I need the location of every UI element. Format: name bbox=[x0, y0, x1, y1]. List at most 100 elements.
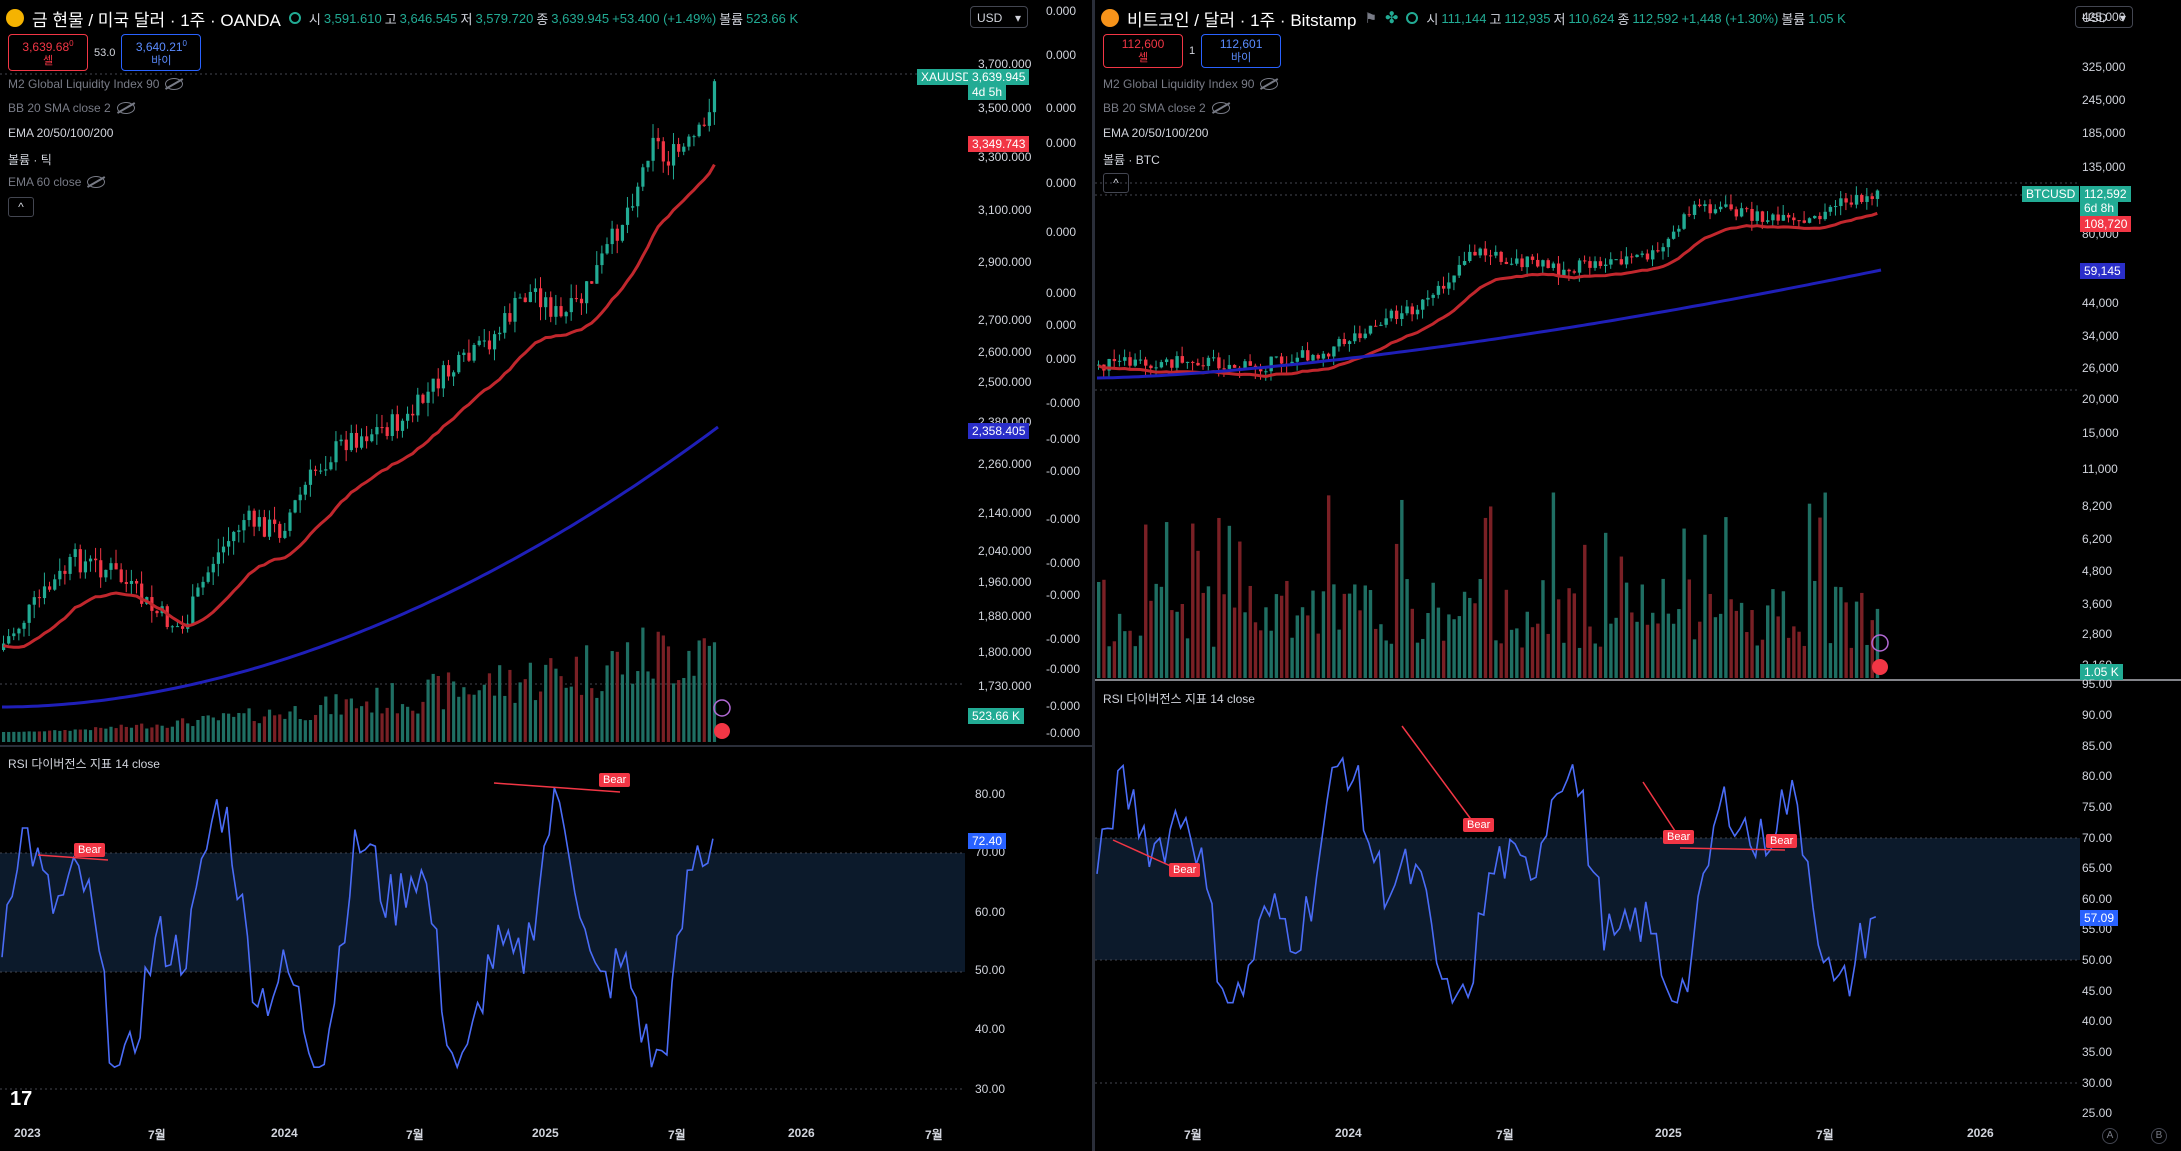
candle-body bbox=[1703, 204, 1707, 207]
legend-m2[interactable]: M2 Global Liquidity Index 90 bbox=[1103, 77, 1279, 91]
candle-body bbox=[216, 552, 220, 564]
btc-sell-button[interactable]: 112,600 셀 bbox=[1103, 34, 1183, 68]
volume-bar bbox=[1436, 607, 1441, 678]
pane-divider[interactable] bbox=[1092, 0, 1095, 1151]
gold-rsi-title[interactable]: RSI 다이버전스 지표 14 close bbox=[8, 757, 160, 771]
btc-currency-select[interactable]: USD bbox=[2075, 6, 2133, 29]
hidden-eye-icon[interactable] bbox=[1211, 102, 1230, 114]
secondary-axis-label: 0.000 bbox=[1046, 318, 1077, 332]
volume-bar bbox=[140, 723, 144, 742]
volume-bar bbox=[1400, 499, 1404, 678]
volume-bar bbox=[1530, 627, 1535, 678]
rsi-axis-label: 65.00 bbox=[2082, 861, 2113, 875]
hidden-eye-icon[interactable] bbox=[87, 176, 106, 188]
candle-body bbox=[1311, 354, 1315, 361]
rsi-line bbox=[1, 787, 714, 1070]
legend-ema[interactable]: EMA 20/50/100/200 bbox=[1103, 126, 1209, 140]
btc-chart-canvas[interactable] bbox=[1095, 0, 2181, 1151]
flag-icon[interactable]: ⚑ bbox=[1364, 9, 1378, 26]
candle-body bbox=[1729, 204, 1733, 210]
volume-bar bbox=[68, 730, 72, 742]
gold-symbol-title[interactable]: 금 현물 / 미국 달러 · 1주 · OANDA bbox=[32, 10, 281, 30]
btc-buy-button[interactable]: 112,601 바이 bbox=[1201, 34, 1282, 68]
volume-bar bbox=[1431, 582, 1435, 678]
candle-body bbox=[1786, 214, 1791, 218]
candle-body bbox=[1133, 359, 1137, 366]
volume-bar bbox=[1384, 640, 1388, 678]
candle-body bbox=[1572, 271, 1577, 273]
volume-bar bbox=[206, 715, 210, 742]
gold-chart-panel[interactable]: 금 현물 / 미국 달러 · 1주 · OANDA 시 3,591.610 고 3,… bbox=[0, 0, 1092, 1151]
legend-ema[interactable]: EMA 20/50/100/200 bbox=[8, 126, 114, 140]
candle-body bbox=[1583, 260, 1587, 262]
candle-body bbox=[472, 344, 476, 361]
candle-body bbox=[1117, 360, 1122, 362]
hidden-eye-icon[interactable] bbox=[1260, 78, 1279, 90]
volume-bar bbox=[1410, 608, 1414, 678]
hidden-eye-icon[interactable] bbox=[116, 102, 135, 114]
btc-last-price-tag: 112,592 bbox=[2080, 186, 2131, 202]
candle-body bbox=[1813, 215, 1817, 219]
hidden-eye-icon[interactable] bbox=[165, 78, 184, 90]
scale-mode-button[interactable]: B bbox=[2151, 1128, 2167, 1144]
btc-spread: 1 bbox=[1189, 45, 1196, 57]
candle-body bbox=[365, 436, 369, 442]
gold-buy-button[interactable]: 3,640.210 바이 bbox=[121, 34, 202, 71]
legend-bb[interactable]: BB 20 SMA close 2 bbox=[8, 101, 135, 115]
volume-bar bbox=[1792, 626, 1796, 678]
volume-bar bbox=[1630, 612, 1634, 678]
candle-body bbox=[313, 469, 318, 471]
volume-bar bbox=[237, 712, 241, 742]
legend-volume[interactable]: 볼륨 · 틱 bbox=[8, 153, 52, 167]
divergence-line bbox=[493, 782, 621, 793]
volume-bar bbox=[1144, 524, 1148, 678]
legend-volume[interactable]: 볼륨 · BTC bbox=[1103, 153, 1160, 167]
auto-scale-button[interactable]: A bbox=[2102, 1128, 2118, 1144]
volume-bar bbox=[1624, 582, 1629, 678]
candle-body bbox=[631, 206, 635, 208]
volume-bar bbox=[1499, 643, 1503, 678]
btc-rsi-title[interactable]: RSI 다이버전스 지표 14 close bbox=[1103, 692, 1255, 706]
candle-body bbox=[344, 439, 348, 451]
legend-m2[interactable]: M2 Global Liquidity Index 90 bbox=[8, 77, 184, 91]
volume-bar bbox=[692, 675, 696, 742]
volume-bar bbox=[625, 642, 630, 742]
candle-body bbox=[1358, 333, 1362, 339]
legend-bb[interactable]: BB 20 SMA close 2 bbox=[1103, 101, 1230, 115]
btc-symbol-title[interactable]: 비트코인 / 달러 · 1주 · Bitstamp bbox=[1127, 10, 1357, 30]
volume-bar bbox=[1201, 592, 1205, 678]
volume-bar bbox=[1818, 517, 1822, 678]
volume-bar bbox=[1321, 591, 1326, 678]
btc-bear-label: Bear bbox=[1663, 830, 1695, 844]
ema-20-line bbox=[3, 163, 716, 649]
volume-bar bbox=[1844, 602, 1848, 678]
candle-body bbox=[1530, 256, 1535, 260]
rsi-axis-label: 35.00 bbox=[2082, 1045, 2113, 1059]
candle-body bbox=[288, 512, 292, 531]
volume-bar bbox=[99, 727, 103, 742]
tradingview-logo[interactable]: 17 bbox=[10, 1088, 33, 1110]
legend-ema60[interactable]: EMA 60 close bbox=[8, 175, 106, 189]
candle-body bbox=[1603, 264, 1608, 266]
btc-chart-panel[interactable]: 비트코인 / 달러 · 1주 · Bitstamp ⚑ ✤ 시 111,144 고… bbox=[1095, 0, 2181, 1151]
candle-body bbox=[1191, 361, 1195, 363]
candle-body bbox=[196, 587, 200, 597]
price-axis-label: 4,800 bbox=[2082, 564, 2113, 578]
gold-currency-select[interactable]: USD bbox=[970, 6, 1028, 29]
volume-bar bbox=[697, 640, 701, 742]
candle-body bbox=[1708, 204, 1712, 214]
gold-bear-label: Bear bbox=[74, 843, 106, 857]
candle-body bbox=[1661, 247, 1665, 252]
volume-bar bbox=[467, 694, 471, 742]
secondary-axis-label: 0.000 bbox=[1046, 48, 1077, 62]
candle-body bbox=[165, 606, 169, 627]
collapse-legend-button[interactable]: ^ bbox=[8, 197, 34, 217]
collapse-legend-button[interactable]: ^ bbox=[1103, 173, 1129, 193]
candle-body bbox=[503, 313, 507, 333]
gold-chart-canvas[interactable] bbox=[0, 0, 1092, 1151]
volume-bar bbox=[313, 714, 318, 742]
gold-sell-button[interactable]: 3,639.680 셀 bbox=[8, 34, 88, 71]
candle-body bbox=[1274, 356, 1279, 358]
price-axis-label: 2,040.000 bbox=[978, 544, 1032, 558]
volume-bar bbox=[1342, 593, 1347, 678]
